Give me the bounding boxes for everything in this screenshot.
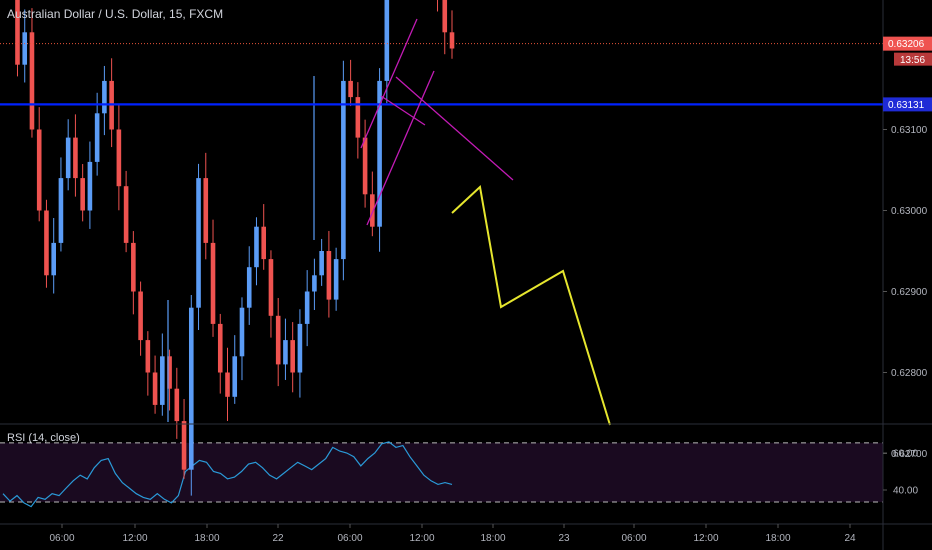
candle-body [290,340,295,373]
support-tag [883,97,932,112]
candle-body [304,291,310,324]
candle-body [348,80,353,98]
current-price-label: 0.63206 [888,39,925,50]
time-tick-label: 12:00 [693,533,718,544]
candle-body [239,307,245,357]
time-tick-label: 24 [844,533,856,544]
candle-body [341,80,346,260]
candle-body [73,137,78,179]
candle-body [355,97,361,138]
candle-body [80,178,85,211]
candle-body [138,291,143,341]
trend-line [366,70,435,226]
candle-body [58,178,64,243]
candle-body [123,186,129,243]
rsi-line [2,441,453,508]
candle-body [94,113,100,162]
candle-body [152,372,158,405]
candle-body [384,0,390,81]
chart-title: Australian Dollar / U.S. Dollar, 15, FXC… [7,7,223,21]
candle-body [442,0,448,33]
candle-body [116,129,122,187]
candle-body [87,161,93,211]
forecast-path [451,185,611,426]
time-tick-label: 06:00 [337,533,362,544]
candle-body [44,210,49,276]
time-tick-label: 18:00 [194,533,219,544]
candle-body [102,80,107,114]
candle-body [22,32,28,65]
candle-body [225,372,230,397]
price-tick-label: 0.62800 [891,368,928,379]
candle-body [145,340,151,373]
candle-body [246,267,252,308]
candle-body [362,137,368,195]
candle-body [131,242,136,292]
candle-body [449,32,455,49]
candle-body [217,323,223,373]
trend-line [360,18,418,149]
candle-body [312,275,317,292]
candle-body [203,178,209,243]
candle-body [167,356,172,389]
candle-body [174,388,180,422]
candle-body [283,340,288,365]
price-tick-label: 0.63000 [891,206,928,217]
time-tick-label: 18:00 [765,533,790,544]
candle-body [188,307,194,470]
candle-body [319,251,324,276]
time-tick-label: 12:00 [409,533,434,544]
candle-body [29,32,35,130]
time-tick-label: 06:00 [621,533,646,544]
candle-body [297,323,303,373]
current-price-tag [883,36,932,51]
rsi-label: RSI (14, close) [7,432,80,444]
candle-body [370,194,375,227]
candle-body [268,259,274,316]
candle-body [160,356,165,405]
time-tick-label: 12:00 [122,533,147,544]
time-tick-label: 18:00 [480,533,505,544]
candle-body [254,226,259,268]
candle-body [196,178,201,308]
price-tick-label: 0.62700 [891,449,928,460]
rsi-tick-label: 40.00 [893,486,918,497]
countdown-label: 13:56 [900,55,925,66]
price-tick-label: 0.62900 [891,287,928,298]
candle-body [333,259,339,300]
candle-body [65,137,71,179]
candle-body [377,80,382,227]
candle-body [326,251,332,300]
time-tick-label: 23 [558,533,570,544]
candle-body [275,315,281,365]
candle-body [261,226,267,260]
time-tick-label: 06:00 [49,533,74,544]
support-label: 0.63131 [888,100,925,111]
rsi-tick-label: 60.00 [893,449,918,460]
trend-line [395,76,514,181]
candle-body [210,242,216,324]
rsi-band [0,442,883,503]
candle-body [181,421,187,470]
countdown-tag [894,52,932,66]
candle-body [36,129,42,211]
trend-line [380,95,426,126]
candle-body [51,242,56,276]
price-tick-label: 0.63100 [891,125,928,136]
candle-body [232,356,238,397]
time-tick-label: 22 [272,533,284,544]
candle-body [15,0,20,65]
